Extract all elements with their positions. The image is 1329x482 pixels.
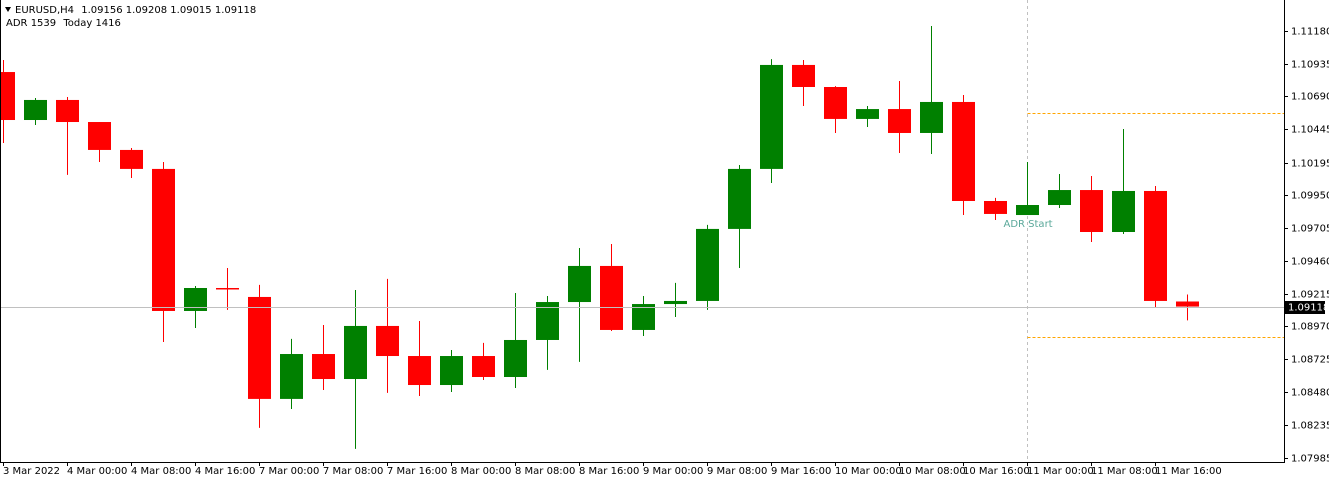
candle-body	[312, 354, 335, 380]
x-tick-label: 10 Mar 08:00	[899, 466, 966, 477]
x-tick-label: 8 Mar 16:00	[579, 466, 639, 477]
y-tick-label: 1.10935	[1291, 60, 1329, 71]
candle-body	[504, 339, 527, 378]
last-high: 1.09208	[126, 5, 167, 16]
x-tick-label: 4 Mar 16:00	[195, 466, 255, 477]
candle-body	[568, 265, 591, 303]
candle-body	[1048, 190, 1071, 206]
candle-body	[1112, 190, 1135, 233]
y-tick-label: 1.09460	[1291, 257, 1329, 268]
candle-body	[760, 64, 783, 169]
candle-body	[248, 296, 271, 399]
indicator-header: ADR 1539 Today 1416	[6, 18, 121, 29]
candle-body	[280, 354, 303, 399]
candle-body	[952, 101, 975, 201]
y-tick-label: 1.09215	[1291, 290, 1329, 301]
candle-body	[536, 302, 559, 340]
y-tick-label: 1.09705	[1291, 224, 1329, 235]
y-tick-label: 1.10690	[1291, 92, 1329, 103]
candle-body	[1016, 205, 1039, 216]
x-tick-label: 11 Mar 08:00	[1091, 466, 1158, 477]
x-tick-label: 4 Mar 08:00	[131, 466, 191, 477]
candle-body	[920, 101, 943, 133]
x-tick-label: 9 Mar 00:00	[643, 466, 703, 477]
y-tick-label: 1.10195	[1291, 159, 1329, 170]
x-tick-label: 8 Mar 00:00	[451, 466, 511, 477]
today-value: 1416	[95, 18, 120, 29]
candle-body	[376, 325, 399, 357]
last-low: 1.09015	[170, 5, 211, 16]
candle-body	[152, 168, 175, 311]
today-label: Today	[62, 18, 92, 29]
candle-body	[696, 228, 719, 301]
candle-body	[1176, 301, 1199, 307]
candle-body	[1080, 190, 1103, 233]
y-tick-label: 1.11180	[1291, 27, 1329, 38]
candle-body	[984, 200, 1007, 214]
candle-body	[56, 99, 79, 123]
x-tick-label: 7 Mar 08:00	[323, 466, 383, 477]
candle-body	[344, 325, 367, 380]
candle-body	[408, 356, 431, 386]
candle-body	[440, 356, 463, 386]
menu-triangle[interactable]	[5, 7, 11, 12]
candle-body	[824, 87, 847, 119]
candle-body	[728, 168, 751, 229]
candle-body	[216, 287, 239, 290]
x-tick-label: 11 Mar 00:00	[1027, 466, 1094, 477]
candle-body	[1144, 190, 1167, 301]
x-tick-label: 4 Mar 00:00	[67, 466, 127, 477]
candle-body	[88, 122, 111, 150]
indicator-name: ADR	[6, 18, 28, 29]
adr-value: 1539	[31, 18, 56, 29]
chart-header: EURUSD,H4 1.09156 1.09208 1.09015 1.0911…	[15, 5, 256, 16]
candle-body	[856, 109, 879, 119]
x-tick-label: 10 Mar 16:00	[963, 466, 1030, 477]
plot-area	[0, 0, 1284, 462]
candle-body	[24, 99, 47, 121]
x-tick-label: 3 Mar 2022	[3, 466, 60, 477]
candle-body	[664, 300, 687, 305]
y-tick-label: 1.08970	[1291, 322, 1329, 333]
adr-start-label: ADR Start	[1004, 219, 1053, 230]
x-tick-label: 7 Mar 00:00	[259, 466, 319, 477]
x-tick-label: 11 Mar 16:00	[1155, 466, 1222, 477]
x-tick-label: 9 Mar 16:00	[771, 466, 831, 477]
x-tick-label: 9 Mar 08:00	[707, 466, 767, 477]
y-tick-label: 1.08725	[1291, 355, 1329, 366]
y-tick-label: 1.08235	[1291, 421, 1329, 432]
y-tick-label: 1.08480	[1291, 388, 1329, 399]
candle-body	[632, 304, 655, 330]
candle-body	[472, 356, 495, 378]
y-tick-label: 1.09950	[1291, 191, 1329, 202]
x-tick-label: 8 Mar 08:00	[515, 466, 575, 477]
x-tick-label: 10 Mar 00:00	[835, 466, 902, 477]
y-tick-label: 1.10445	[1291, 125, 1329, 136]
candle-body	[792, 64, 815, 88]
last-open: 1.09156	[81, 5, 122, 16]
x-tick-label: 7 Mar 16:00	[387, 466, 447, 477]
last-close: 1.09118	[215, 5, 256, 16]
candle-body	[120, 149, 143, 169]
candle-body	[0, 72, 15, 121]
y-tick-label: 1.07985	[1291, 454, 1329, 465]
candle-body	[888, 109, 911, 133]
candle-body	[184, 287, 207, 311]
candle-body	[600, 265, 623, 330]
price-label-box	[1285, 301, 1325, 314]
price-label: 1.09118	[1288, 303, 1329, 314]
symbol: EURUSD,H4	[15, 5, 74, 16]
